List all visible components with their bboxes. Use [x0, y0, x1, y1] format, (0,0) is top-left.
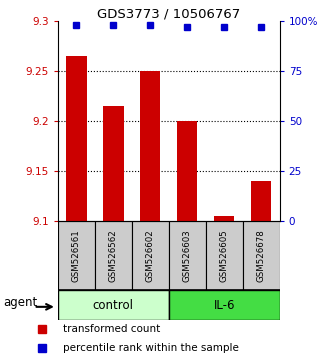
Bar [177, 121, 198, 221]
Text: GSM526605: GSM526605 [220, 229, 229, 282]
Bar [169, 221, 206, 290]
Bar [214, 216, 234, 221]
Bar [243, 221, 280, 290]
Text: GSM526678: GSM526678 [257, 229, 266, 282]
Text: agent: agent [3, 296, 37, 309]
Text: percentile rank within the sample: percentile rank within the sample [63, 343, 239, 353]
Text: control: control [93, 299, 134, 312]
Bar [140, 71, 161, 221]
Text: IL-6: IL-6 [213, 299, 235, 312]
Title: GDS3773 / 10506767: GDS3773 / 10506767 [97, 7, 240, 20]
Bar [132, 221, 169, 290]
Text: GSM526603: GSM526603 [183, 229, 192, 282]
Text: transformed count: transformed count [63, 324, 160, 334]
Bar [206, 221, 243, 290]
Bar [58, 290, 169, 320]
Bar [169, 290, 280, 320]
Bar [95, 221, 132, 290]
Text: GSM526561: GSM526561 [72, 229, 81, 282]
Bar [103, 106, 123, 221]
Bar [251, 181, 271, 221]
Bar [58, 221, 95, 290]
Text: GSM526602: GSM526602 [146, 229, 155, 282]
Bar [66, 56, 87, 221]
Text: GSM526562: GSM526562 [109, 229, 118, 282]
